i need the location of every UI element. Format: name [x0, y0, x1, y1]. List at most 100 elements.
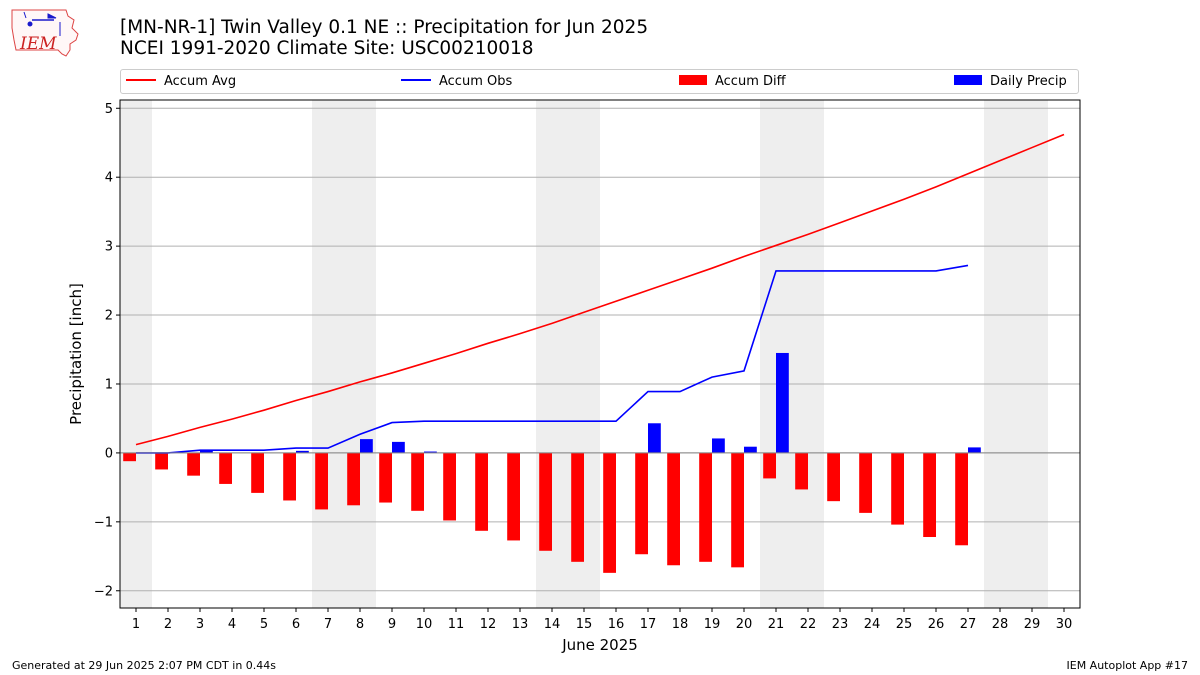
daily-precip-bar	[424, 451, 437, 453]
y-tick-label: 2	[105, 309, 113, 324]
legend: Accum Avg Accum Obs Accum Diff Daily Pre…	[120, 69, 1079, 94]
legend-label: Accum Diff	[715, 74, 786, 89]
legend-item-accum-avg: Accum Avg	[126, 74, 236, 90]
generated-timestamp: Generated at 29 Jun 2025 2:07 PM CDT in …	[12, 659, 277, 672]
weekend-shade	[312, 100, 344, 608]
legend-swatch	[679, 74, 707, 85]
weather-station-icon	[23, 11, 61, 36]
x-tick-label: 30	[1056, 617, 1073, 632]
y-tick-label: 1	[105, 377, 113, 392]
x-tick-label: 25	[896, 617, 913, 632]
x-tick-label: 26	[928, 617, 945, 632]
weekend-shade	[1016, 100, 1048, 608]
accum-diff-bar	[635, 452, 648, 555]
x-tick-label: 14	[544, 617, 561, 632]
x-tick-label: 5	[260, 617, 268, 632]
y-axis-label: Precipitation [inch]	[67, 283, 85, 425]
daily-precip-bar	[648, 423, 661, 453]
daily-precip-bar	[776, 352, 789, 453]
x-tick-label: 16	[608, 617, 625, 632]
accum-diff-bar	[507, 452, 520, 541]
accum-diff-bar	[763, 452, 776, 479]
legend-label: Daily Precip	[990, 74, 1067, 89]
legend-swatch	[401, 78, 431, 81]
y-tick-label: 3	[105, 240, 113, 255]
accum-avg-line	[135, 133, 1065, 446]
x-tick-label: 23	[832, 617, 849, 632]
x-tick-label: 28	[992, 617, 1009, 632]
x-tick-label: 1	[132, 617, 140, 632]
accum-diff-bar	[891, 452, 904, 525]
legend-swatch	[954, 74, 982, 85]
weekend-shade	[120, 100, 152, 608]
accum-diff-bar	[731, 452, 744, 568]
accum-diff-bar	[251, 452, 264, 493]
accum-diff-bar	[219, 452, 232, 484]
accum-diff-bar	[795, 452, 808, 490]
x-tick-label: 13	[512, 617, 529, 632]
accum-diff-bar	[539, 452, 552, 551]
accum-diff-bar	[667, 452, 680, 566]
logo-text: IEM	[19, 34, 57, 54]
accum-obs-line	[136, 264, 969, 454]
accum-diff-bar	[315, 452, 328, 510]
plot-frame	[119, 99, 1081, 609]
x-tick-label: 7	[324, 617, 332, 632]
x-tick-label: 27	[960, 617, 977, 632]
x-tick-label: 2	[164, 617, 172, 632]
accum-diff-bar	[443, 452, 456, 521]
accum-diff-bar	[859, 452, 872, 513]
weekend-shade	[344, 100, 376, 608]
x-tick-label: 8	[356, 617, 364, 632]
legend-item-accum-diff: Accum Diff	[679, 74, 786, 90]
x-tick-label: 17	[640, 617, 657, 632]
x-tick-label: 15	[576, 617, 593, 632]
x-tick-label: 6	[292, 617, 300, 632]
accum-diff-bar	[475, 452, 488, 531]
weekend-shade	[984, 100, 1016, 608]
x-tick-label: 24	[864, 617, 881, 632]
chart-title: [MN-NR-1] Twin Valley 0.1 NE :: Precipit…	[120, 17, 648, 59]
daily-precip-bar	[968, 447, 981, 453]
x-axis-label: June 2025	[561, 636, 638, 654]
accum-diff-bar	[283, 452, 296, 501]
x-tick-label: 21	[768, 617, 785, 632]
x-tick-label: 12	[480, 617, 497, 632]
accum-diff-bar	[411, 452, 424, 511]
x-tick-label: 19	[704, 617, 721, 632]
y-tick-label: 4	[105, 171, 113, 186]
accum-diff-bar	[155, 452, 168, 470]
y-tick-label: 5	[105, 102, 113, 117]
title-line-2: NCEI 1991-2020 Climate Site: USC00210018	[120, 38, 534, 59]
x-tick-label: 3	[196, 617, 204, 632]
accum-diff-bar	[571, 452, 584, 562]
accum-diff-bar	[955, 452, 968, 546]
x-tick-label: 20	[736, 617, 753, 632]
x-tick-label: 22	[800, 617, 817, 632]
weekend-shade	[792, 100, 824, 608]
accum-diff-bar	[603, 452, 616, 573]
legend-swatch	[126, 78, 156, 81]
x-tick-label: 18	[672, 617, 689, 632]
accum-diff-bar	[827, 452, 840, 502]
accum-diff-bar	[379, 452, 392, 503]
app-credit: IEM Autoplot App #17	[1066, 659, 1189, 672]
x-tick-label: 9	[388, 617, 396, 632]
legend-label: Accum Avg	[164, 74, 237, 89]
daily-precip-bar	[392, 441, 405, 453]
accum-diff-bar	[923, 452, 936, 538]
daily-precip-bar	[360, 439, 373, 453]
daily-precip-bar	[296, 450, 309, 453]
accum-diff-bar	[347, 452, 360, 506]
accum-diff-bar	[123, 452, 136, 462]
daily-precip-bar	[200, 450, 213, 453]
x-tick-label: 4	[228, 617, 236, 632]
legend-item-daily-precip: Daily Precip	[954, 74, 1067, 90]
daily-precip-bar	[744, 446, 757, 453]
x-tick-label: 29	[1024, 617, 1041, 632]
y-tick-label: −2	[94, 584, 113, 599]
legend-label: Accum Obs	[439, 74, 513, 89]
x-tick-label: 10	[416, 617, 433, 632]
title-line-1: [MN-NR-1] Twin Valley 0.1 NE :: Precipit…	[120, 17, 649, 38]
